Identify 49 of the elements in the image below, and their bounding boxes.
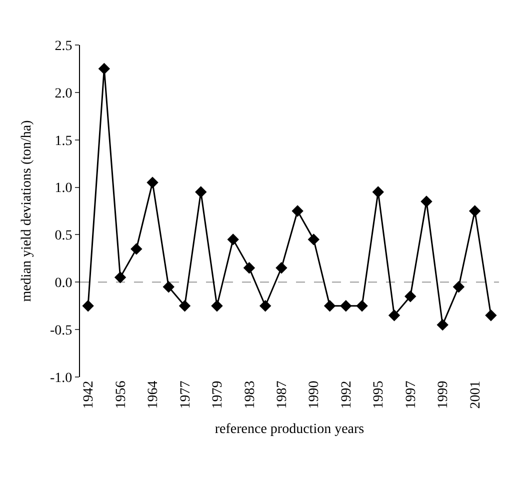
point	[114, 272, 126, 284]
point	[178, 300, 191, 312]
x-tick-label: 1964	[146, 380, 162, 409]
point	[468, 205, 481, 217]
y-tick-label: -1.0	[50, 370, 72, 386]
x-tick-label: 2001	[468, 380, 484, 409]
point	[388, 309, 400, 322]
point	[276, 262, 288, 274]
point	[211, 300, 223, 312]
x-tick-label: 1995	[372, 380, 387, 409]
y-axis-title: median yield deviations (ton/ha)	[20, 120, 35, 302]
y-tick-label: 1.5	[54, 134, 72, 149]
x-tick-label: 1999	[436, 380, 452, 409]
x-tick-label: 1979	[210, 380, 226, 409]
point	[324, 300, 336, 312]
point	[452, 281, 465, 293]
x-tick-label: 1956	[114, 380, 129, 409]
point	[227, 234, 239, 246]
point	[98, 62, 110, 75]
y-tick-label: -0.5	[50, 323, 72, 338]
point	[146, 176, 158, 188]
x-tick-label: 1990	[307, 380, 322, 409]
x-tick-label: 1977	[178, 380, 194, 409]
point	[485, 309, 497, 322]
point	[82, 300, 94, 312]
y-tick-label: 0.5	[54, 228, 72, 244]
y-tick-label: 2.0	[54, 86, 72, 102]
y-tick-label: 1.0	[54, 181, 72, 196]
point	[292, 205, 304, 217]
point	[243, 262, 256, 274]
x-tick-label: 1983	[242, 380, 258, 409]
point	[372, 186, 384, 198]
y-tick-label: 2.5	[54, 38, 72, 54]
point	[404, 290, 416, 302]
x-tick-label: 1987	[274, 380, 290, 409]
x-tick-label: 1992	[339, 380, 354, 409]
point	[436, 318, 448, 331]
point	[356, 300, 368, 312]
y-tick-label: 0.0	[54, 276, 72, 292]
point	[195, 186, 207, 198]
point	[420, 196, 432, 208]
point	[308, 234, 320, 246]
x-tick-label: 1942	[82, 380, 97, 409]
point	[162, 281, 174, 293]
x-axis-title: reference production years	[214, 422, 364, 438]
x-tick-label: 1997	[404, 380, 419, 409]
point	[130, 243, 142, 255]
point	[340, 300, 352, 312]
point	[259, 300, 272, 312]
